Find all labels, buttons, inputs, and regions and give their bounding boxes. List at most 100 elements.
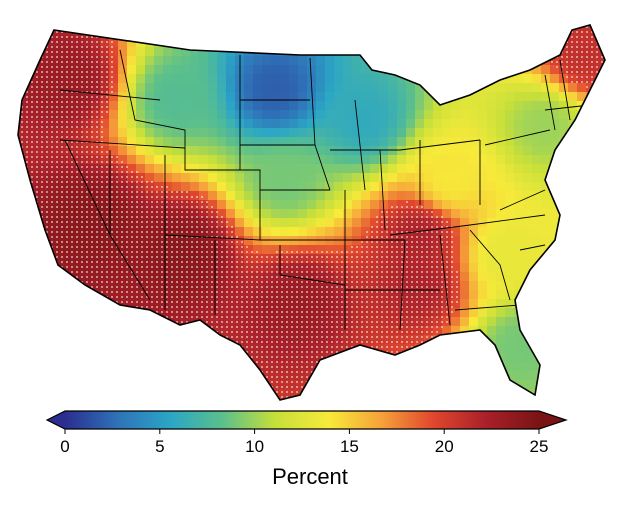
hatch-dot — [286, 261, 288, 263]
hatch-dot — [46, 56, 48, 58]
region-cell — [280, 155, 290, 165]
region-cell — [604, 182, 605, 192]
hatch-dot — [221, 241, 223, 243]
region-cell — [127, 74, 137, 84]
region-cell — [127, 146, 137, 156]
region-cell — [442, 236, 452, 246]
hatch-dot — [101, 21, 103, 23]
hatch-dot — [571, 41, 573, 43]
hatch-dot — [146, 261, 148, 263]
region-cell — [172, 389, 182, 399]
region-cell — [550, 83, 560, 93]
hatch-dot — [331, 256, 333, 258]
hatch-dot — [11, 101, 13, 103]
hatch-dot — [31, 171, 33, 173]
hatch-dot — [51, 96, 53, 98]
hatch-dot — [16, 211, 18, 213]
hatch-dot — [131, 256, 133, 258]
region-cell — [586, 137, 596, 147]
region-cell — [532, 236, 542, 246]
hatch-dot — [101, 131, 103, 133]
hatch-dot — [221, 246, 223, 248]
hatch-dot — [156, 261, 158, 263]
region-cell — [496, 191, 506, 201]
region-cell — [280, 38, 290, 48]
region-cell — [451, 236, 461, 246]
region-cell — [100, 38, 110, 48]
region-cell — [478, 173, 488, 183]
region-cell — [496, 164, 506, 174]
region-cell — [514, 263, 524, 273]
region-cell — [181, 47, 191, 57]
hatch-dot — [386, 251, 388, 253]
hatch-dot — [131, 261, 133, 263]
hatch-dot — [136, 221, 138, 223]
region-cell — [244, 83, 254, 93]
region-cell — [163, 137, 173, 147]
region-cell — [118, 218, 128, 228]
region-cell — [46, 299, 56, 309]
region-cell — [244, 335, 254, 345]
hatch-dot — [71, 261, 73, 263]
region-cell — [370, 25, 380, 30]
hatch-dot — [11, 216, 13, 218]
region-cell — [370, 254, 380, 264]
region-cell — [343, 326, 353, 336]
region-cell — [199, 209, 209, 219]
hatch-dot — [116, 166, 118, 168]
hatch-dot — [376, 261, 378, 263]
region-cell — [460, 25, 470, 30]
region-cell — [523, 137, 533, 147]
region-cell — [505, 38, 515, 48]
hatch-dot — [141, 266, 143, 268]
region-cell — [136, 254, 146, 264]
region-cell — [19, 101, 29, 111]
hatch-dot — [601, 76, 603, 78]
region-cell — [505, 290, 515, 300]
hatch-dot — [381, 241, 383, 243]
hatch-dot — [116, 261, 118, 263]
region-cell — [190, 47, 200, 57]
hatch-dot — [46, 186, 48, 188]
region-cell — [469, 47, 479, 57]
region-cell — [550, 281, 560, 291]
hatch-dot — [101, 116, 103, 118]
region-cell — [397, 47, 407, 57]
region-cell — [451, 56, 461, 66]
hatch-dot — [446, 256, 448, 258]
hatch-dot — [81, 86, 83, 88]
region-cell — [469, 362, 479, 372]
region-cell — [334, 335, 344, 345]
hatch-dot — [31, 81, 33, 83]
region-cell — [136, 389, 146, 399]
region-cell — [154, 182, 164, 192]
region-cell — [577, 308, 587, 318]
hatch-dot — [366, 256, 368, 258]
region-cell — [343, 335, 353, 345]
region-cell — [46, 335, 56, 345]
hatch-dot — [291, 261, 293, 263]
region-cell — [433, 101, 443, 111]
region-cell — [271, 29, 281, 39]
hatch-dot — [211, 221, 213, 223]
region-cell — [451, 317, 461, 327]
region-cell — [235, 173, 245, 183]
hatch-dot — [571, 81, 573, 83]
region-cell — [64, 47, 74, 57]
hatch-dot — [226, 271, 228, 273]
hatch-dot — [236, 276, 238, 278]
region-cell — [487, 173, 497, 183]
region-cell — [190, 25, 200, 30]
region-cell — [514, 173, 524, 183]
hatch-dot — [216, 216, 218, 218]
region-cell — [127, 308, 137, 318]
region-cell — [37, 281, 47, 291]
region-cell — [388, 92, 398, 102]
hatch-dot — [36, 236, 38, 238]
hatch-dot — [101, 196, 103, 198]
region-cell — [91, 92, 101, 102]
hatch-dot — [211, 256, 213, 258]
region-cell — [469, 299, 479, 309]
region-cell — [595, 245, 605, 255]
hatch-dot — [26, 106, 28, 108]
